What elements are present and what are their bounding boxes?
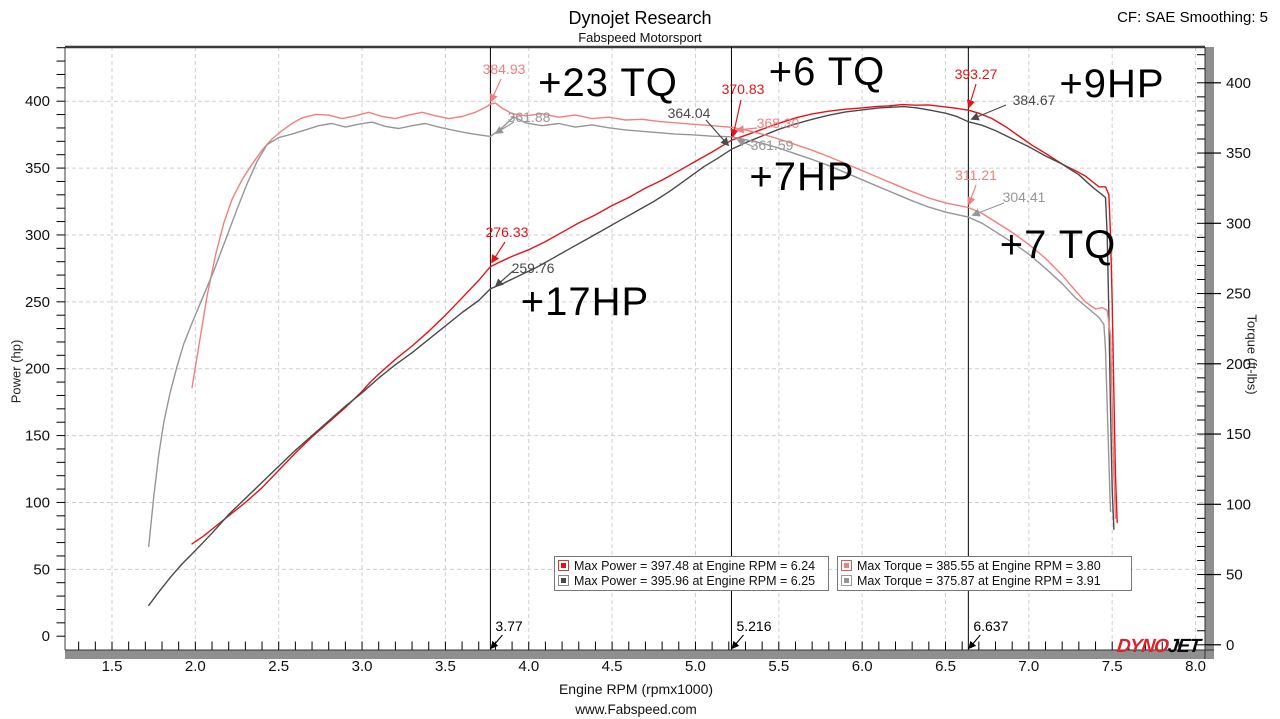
x-tick-label: 4.0 xyxy=(518,658,539,675)
legend-item-label: Max Torque = 385.55 at Engine RPM = 3.80 xyxy=(857,558,1101,573)
curve-power-before xyxy=(147,105,1115,607)
bottom-axis-bar xyxy=(65,650,1214,659)
power-tick-label: 50 xyxy=(33,561,50,578)
point-label-arrow xyxy=(491,241,506,264)
power-axis-title: Power (hp) xyxy=(8,339,24,404)
power-tick-label: 150 xyxy=(25,428,50,445)
point-value-label: 368.30 xyxy=(757,115,800,131)
point-value-label: 361.59 xyxy=(751,137,794,153)
legend-item: Max Power = 397.48 at Engine RPM = 6.24 xyxy=(558,558,824,573)
point-label-arrow xyxy=(966,83,977,109)
x-tick-label: 6.5 xyxy=(935,658,956,675)
point-value-label: 311.21 xyxy=(955,167,997,183)
gain-annotation: +23 TQ xyxy=(538,61,678,105)
point-value-label: 276.33 xyxy=(486,224,529,240)
website-label: www.Fabspeed.com xyxy=(575,702,697,717)
power-tick-label: 300 xyxy=(25,227,50,244)
point-value-label: 384.67 xyxy=(1013,92,1056,108)
rpm-marker-arrow xyxy=(731,634,744,650)
x-tick-label: 8.0 xyxy=(1185,658,1206,675)
x-tick-label: 7.0 xyxy=(1018,658,1039,675)
torque-tick-label: 100 xyxy=(1226,496,1251,513)
point-value-label: 364.04 xyxy=(668,105,711,121)
torque-tick-label: 0 xyxy=(1226,637,1234,654)
rpm-marker-arrow xyxy=(968,634,981,650)
power-tick-label: 250 xyxy=(25,294,50,311)
gain-annotation: +7 TQ xyxy=(1000,223,1117,267)
curve-torque-before xyxy=(147,115,1112,548)
point-label-arrow xyxy=(971,202,1005,217)
power-tick-label: 100 xyxy=(25,494,50,511)
correction-factor-label: CF: SAE Smoothing: 5 xyxy=(1117,9,1268,26)
legend-torque-box: Max Torque = 385.55 at Engine RPM = 3.80… xyxy=(837,556,1132,591)
torque-tick-label: 400 xyxy=(1226,75,1251,92)
power-tick-label: 0 xyxy=(42,628,50,645)
point-value-label: 393.27 xyxy=(955,66,998,82)
torque-before-swatch xyxy=(841,575,852,586)
torque-tick-label: 300 xyxy=(1226,215,1251,232)
x-tick-label: 2.5 xyxy=(268,658,289,675)
x-tick-label: 1.5 xyxy=(102,658,123,675)
legend-item-label: Max Power = 395.96 at Engine RPM = 6.25 xyxy=(574,573,816,588)
point-value-label: 304.41 xyxy=(1003,189,1046,205)
x-tick-label: 7.5 xyxy=(1102,658,1123,675)
point-label-arrow xyxy=(494,121,515,134)
point-label-arrow xyxy=(489,78,502,103)
x-tick-label: 3.5 xyxy=(435,658,456,675)
torque-axis-title: Torque (ft-lbs) xyxy=(1244,314,1260,395)
torque-after-swatch xyxy=(841,560,852,571)
torque-tick-label: 200 xyxy=(1226,356,1251,373)
power-tick-label: 200 xyxy=(25,361,50,378)
rpm-marker-arrow xyxy=(490,634,503,650)
dynojet-logo-dyno: DYNO xyxy=(1115,636,1170,657)
x-tick-label: 5.5 xyxy=(768,658,789,675)
point-value-label: 259.76 xyxy=(512,260,555,276)
power-tick-label: 350 xyxy=(25,160,50,177)
x-tick-label: 6.0 xyxy=(852,658,873,675)
page-subtitle: Fabspeed Motorsport xyxy=(578,30,702,45)
point-label-arrow xyxy=(735,125,758,134)
dynojet-logo-jet: JET xyxy=(1166,636,1201,657)
point-value-label: 384.93 xyxy=(483,61,526,77)
page-title: Dynojet Research xyxy=(568,8,712,28)
rpm-marker-label: 5.216 xyxy=(736,618,771,634)
gain-annotation: +9HP xyxy=(1059,62,1164,106)
x-tick-label: 2.0 xyxy=(185,658,206,675)
power-before-swatch xyxy=(558,575,569,586)
legend-item: Max Torque = 375.87 at Engine RPM = 3.91 xyxy=(841,573,1127,588)
rpm-axis-title: Engine RPM (rpmx1000) xyxy=(558,681,714,697)
point-label-arrow xyxy=(730,99,742,138)
gain-annotation: +7HP xyxy=(749,155,854,199)
legend-item: Max Power = 395.96 at Engine RPM = 6.25 xyxy=(558,573,824,588)
torque-tick-label: 50 xyxy=(1226,567,1243,584)
point-label-arrow xyxy=(736,138,755,148)
gain-annotation: +6 TQ xyxy=(769,50,886,94)
rpm-marker-label: 6.637 xyxy=(973,618,1008,634)
rpm-marker-label: 3.77 xyxy=(495,618,522,634)
curve-torque-after xyxy=(191,102,1117,519)
gain-annotation: +17HP xyxy=(521,280,649,324)
x-tick-label: 4.5 xyxy=(602,658,623,675)
point-value-label: 361.88 xyxy=(508,109,551,125)
torque-tick-label: 250 xyxy=(1226,286,1251,303)
legend-power-box: Max Power = 397.48 at Engine RPM = 6.24 … xyxy=(554,556,829,591)
x-tick-label: 5.0 xyxy=(685,658,706,675)
power-after-swatch xyxy=(558,560,569,571)
legend-item-label: Max Torque = 375.87 at Engine RPM = 3.91 xyxy=(857,573,1101,588)
legend-item: Max Torque = 385.55 at Engine RPM = 3.80 xyxy=(841,558,1127,573)
point-value-label: 370.83 xyxy=(722,81,765,97)
point-label-arrow xyxy=(494,270,514,288)
x-tick-label: 3.0 xyxy=(352,658,373,675)
legend-item-label: Max Power = 397.48 at Engine RPM = 6.24 xyxy=(574,558,816,573)
dynojet-logo: DYNOJET xyxy=(1115,636,1201,657)
torque-tick-label: 350 xyxy=(1226,145,1251,162)
right-axis-bar xyxy=(1205,47,1214,659)
point-label-arrow xyxy=(705,119,730,147)
point-label-arrow xyxy=(970,104,1007,121)
point-label-arrow xyxy=(967,184,977,206)
torque-tick-label: 150 xyxy=(1226,426,1251,443)
power-tick-label: 400 xyxy=(25,93,50,110)
